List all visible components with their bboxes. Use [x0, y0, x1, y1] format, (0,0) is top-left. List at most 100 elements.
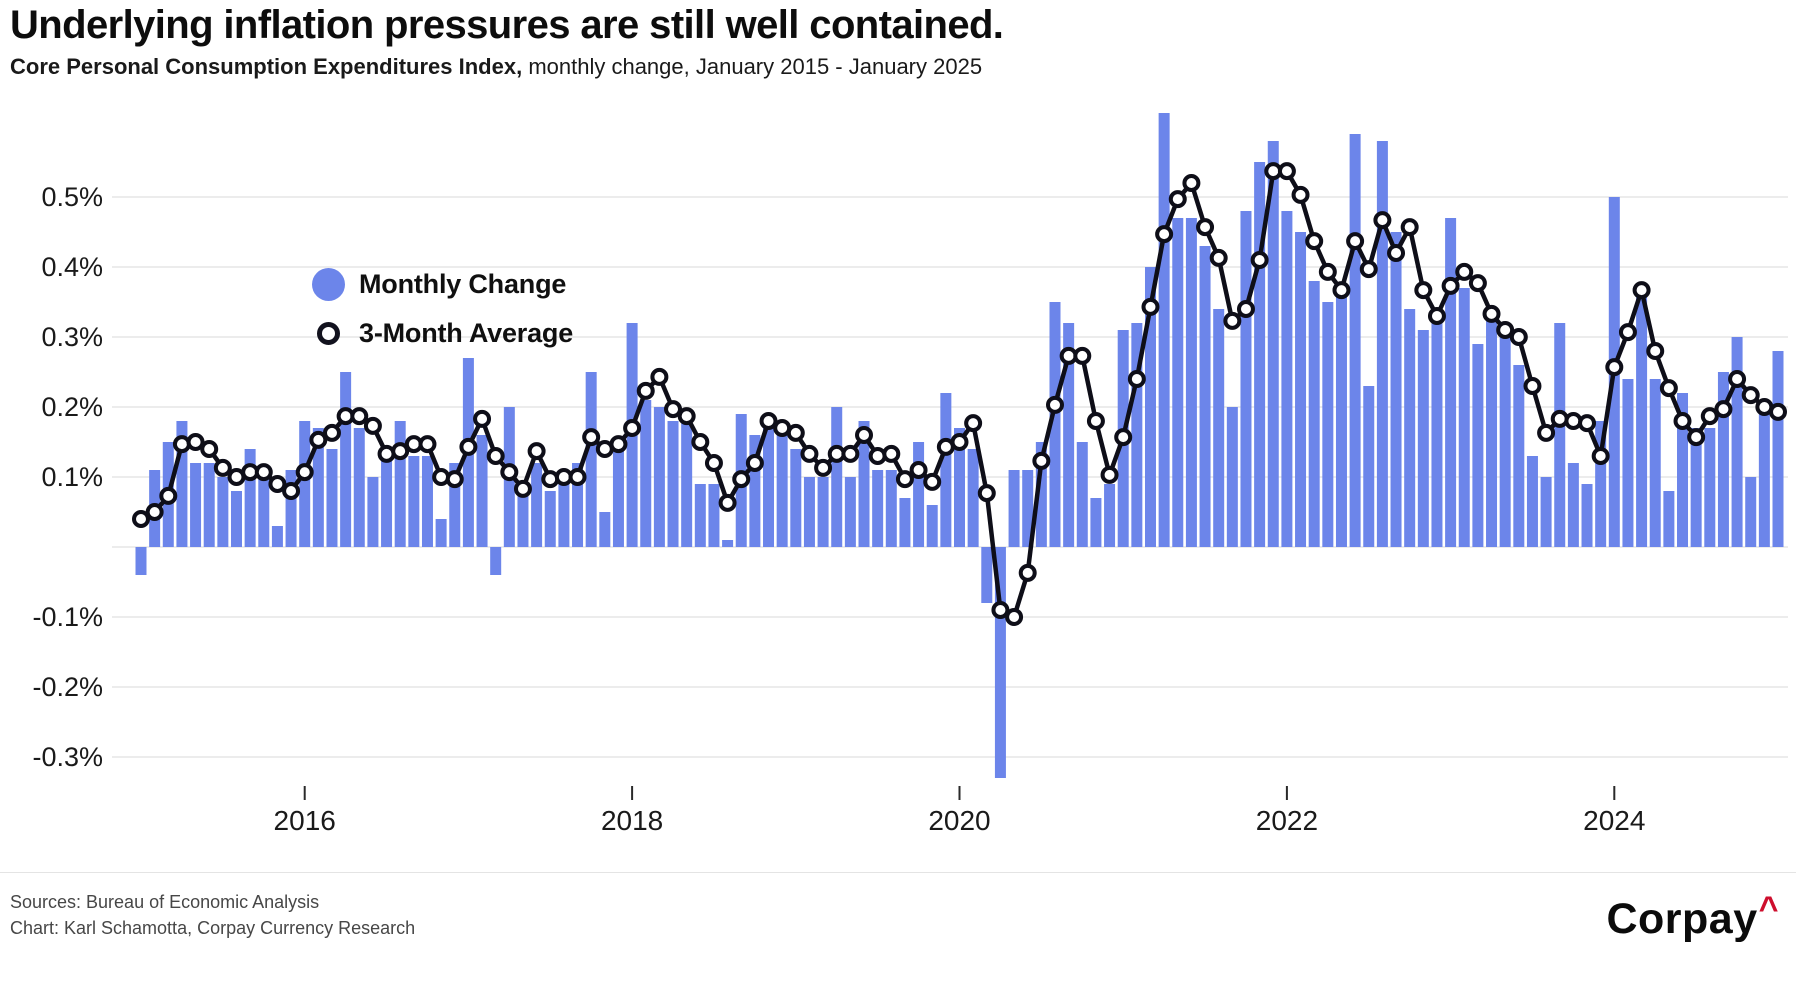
bar [1636, 295, 1648, 547]
legend-label-3-month-average: 3-Month Average [359, 317, 574, 348]
bar [340, 372, 352, 547]
bar [722, 540, 734, 547]
bar [531, 463, 543, 547]
bar [299, 421, 311, 547]
average-point [1223, 311, 1242, 330]
average-point [923, 472, 942, 491]
average-point [664, 400, 683, 419]
footer: Sources: Bureau of Economic Analysis Cha… [0, 872, 1796, 1001]
legend-item-3-month-average: 3-Month Average [312, 311, 573, 355]
average-point [1523, 377, 1542, 395]
average-point [1455, 262, 1474, 281]
average-point [1659, 379, 1678, 398]
average-point [1605, 358, 1624, 377]
bar [1417, 330, 1429, 547]
average-point [200, 440, 219, 458]
average-point [1346, 232, 1365, 251]
bar [1335, 288, 1347, 547]
bar [831, 407, 843, 547]
bar [1445, 218, 1457, 547]
average-point [1373, 211, 1392, 230]
average-point [1400, 218, 1419, 237]
average-point [268, 475, 287, 493]
average-point [909, 461, 928, 479]
corpay-logo-caret-icon: ^ [1758, 890, 1779, 928]
average-point [1700, 407, 1719, 426]
average-point [1018, 563, 1037, 582]
bar [599, 512, 611, 547]
average-point [350, 407, 369, 426]
average-point [636, 381, 655, 400]
bar [203, 463, 215, 547]
bar [817, 477, 829, 547]
average-point [486, 447, 505, 465]
y-tick-label: 0.4% [41, 252, 103, 282]
y-tick-label: 0.1% [41, 462, 103, 492]
chart-canvas: 0.5%0.4%0.3%0.2%0.1%-0.1%-0.2%-0.3%2016 2… [32, 113, 1788, 836]
bar [244, 449, 256, 547]
bar [1731, 337, 1743, 547]
average-swatch-box [312, 321, 345, 345]
average-point [1073, 346, 1092, 365]
average-point [786, 423, 805, 442]
average-point [418, 435, 437, 454]
bar [1622, 379, 1634, 547]
bar [667, 421, 679, 547]
bar [572, 463, 584, 547]
bar [1472, 344, 1484, 547]
bar [1526, 456, 1538, 547]
average-point [1632, 281, 1651, 300]
bar [435, 519, 447, 547]
bar [1226, 407, 1238, 547]
average-point [1250, 251, 1269, 269]
y-tick-label: -0.2% [32, 672, 103, 702]
chart-area: 0.5% 0.4% 0.3% 0.2% 0.1% -0.1% -0.2% -0.3% 2016 2… [0, 90, 1796, 850]
average-point [1741, 386, 1760, 405]
average-point [1196, 218, 1215, 237]
average-point [704, 454, 723, 472]
average-point [1646, 342, 1665, 360]
y-axis-labels: 0.5% 0.4% 0.3% 0.2% 0.1% -0.1% -0.2% -0.3% [32, 182, 103, 772]
average-point [977, 484, 996, 503]
average-point [1236, 300, 1255, 318]
bar [476, 435, 488, 547]
bar [1513, 365, 1525, 547]
bar [1049, 302, 1061, 547]
average-point [882, 444, 901, 463]
bar [1295, 232, 1307, 547]
bar [544, 491, 556, 547]
average-point [282, 482, 301, 500]
bar [258, 477, 270, 547]
average-point [1155, 225, 1174, 244]
bar [612, 449, 624, 547]
average-point [322, 423, 341, 442]
bar [1240, 211, 1252, 547]
bar [1649, 379, 1661, 547]
y-tick-label: 0.3% [41, 322, 103, 352]
bar [1772, 351, 1784, 547]
average-point [1086, 412, 1105, 430]
average-point [1509, 328, 1528, 346]
average-point [1427, 307, 1446, 325]
average-point [445, 470, 464, 489]
bar [1704, 428, 1716, 547]
average-point [814, 458, 833, 477]
bar [585, 372, 597, 547]
bar [1363, 386, 1375, 547]
average-point [186, 433, 205, 451]
bar [899, 498, 911, 547]
subtitle-index-name: Core Personal Consumption Expenditures I… [10, 54, 523, 79]
bar [367, 477, 379, 547]
bar [312, 428, 324, 547]
corpay-logo-text: Corpay [1606, 895, 1758, 943]
average-point [623, 419, 642, 437]
average-point [1005, 608, 1024, 626]
bar [1745, 477, 1757, 547]
bar [681, 421, 693, 547]
average-point [500, 463, 519, 482]
average-point [1305, 232, 1324, 251]
monthly-change-swatch-icon [312, 267, 345, 301]
average-point [1687, 428, 1706, 447]
average-point [1482, 304, 1501, 323]
